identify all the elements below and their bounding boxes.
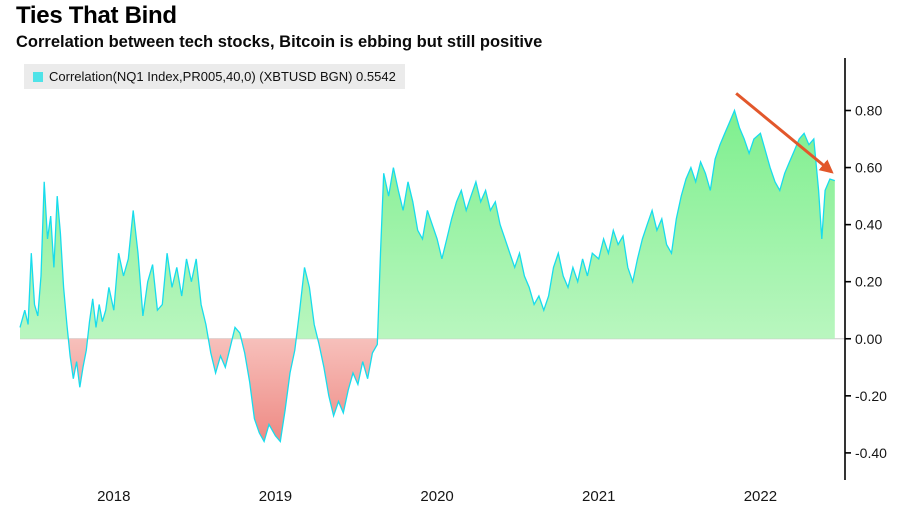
- legend-swatch-icon: [33, 71, 43, 82]
- y-axis-ticks: 0.80 0.60 0.40 0.20 0.00 -0.20 -0.40: [845, 103, 887, 461]
- y-tick-label: 0.40: [855, 217, 882, 233]
- x-tick-label: 2020: [420, 488, 453, 505]
- y-tick-label: -0.20: [855, 388, 887, 404]
- x-tick-label: 2022: [744, 488, 777, 505]
- chart-subtitle: Correlation between tech stocks, Bitcoin…: [16, 33, 543, 51]
- trend-arrow-annotation: [735, 92, 834, 174]
- x-tick-label: 2019: [259, 488, 292, 505]
- positive-area: [20, 110, 835, 339]
- y-tick-label: 0.60: [855, 160, 882, 176]
- y-tick-label: 0.00: [855, 331, 882, 347]
- y-tick-label: 0.20: [855, 274, 882, 290]
- x-tick-label: 2021: [582, 488, 615, 505]
- y-tick-label: -0.40: [855, 445, 887, 461]
- legend-label: Correlation(NQ1 Index,PR005,40,0) (XBTUS…: [49, 69, 396, 84]
- negative-area: [20, 338, 835, 442]
- series-line: [19, 108, 836, 444]
- page-title: Ties That Bind: [16, 2, 177, 29]
- x-axis-ticks: 2018 2019 2020 2021 2022: [97, 488, 777, 505]
- legend: Correlation(NQ1 Index,PR005,40,0) (XBTUS…: [24, 64, 405, 89]
- x-tick-label: 2018: [97, 488, 130, 505]
- y-tick-label: 0.80: [855, 103, 882, 119]
